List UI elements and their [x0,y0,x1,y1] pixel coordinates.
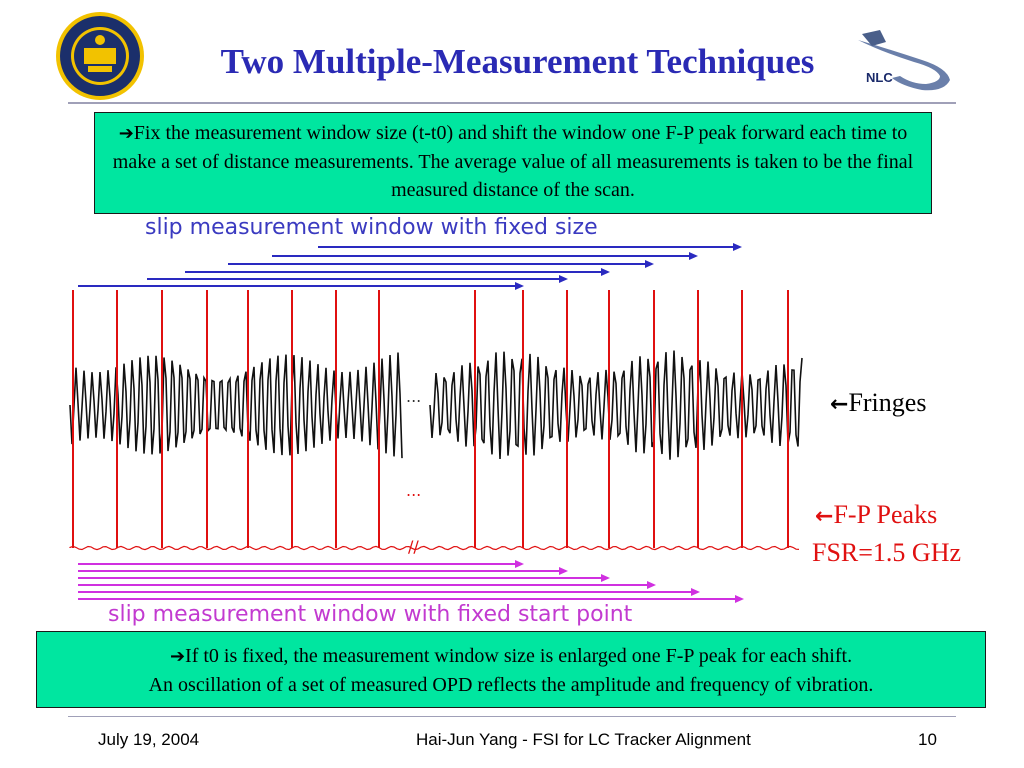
footer-divider [68,716,956,717]
footer-page-number: 10 [918,730,937,749]
right-arrow-icon: ➔ [118,123,134,144]
fixed-size-window-arrows [78,243,742,290]
fsr-label: FSR=1.5 GHz [812,538,962,567]
gap-mark-peaks: ... [406,481,421,500]
arrowhead [601,574,610,582]
slide-title: Two Multiple-Measurement Techniques [220,42,815,81]
university-seal-logo [56,12,144,100]
fringes-label: Fringes [848,388,927,417]
top-box-text: Fix the measurement window size (t-t0) a… [112,122,914,201]
slip-fixed-size-label: slip measurement window with fixed size [145,215,598,240]
arrowhead [647,581,656,589]
arrowhead [735,595,744,603]
gap-mark-break: // [408,537,419,556]
arrowhead [601,268,610,276]
fp-peaks-label-group: ←F-P Peaks [815,500,937,530]
nlc-logo-text: NLC [866,70,893,85]
arrowhead [559,567,568,575]
bottom-box-line-2: An oscillation of a set of measured OPD … [148,674,874,696]
arrowhead [515,560,524,568]
fp-peaks-label: F-P Peaks [833,500,938,529]
arrowhead [689,252,698,260]
bottom-box-line-1-text: If t0 is fixed, the measurement window s… [185,645,853,667]
fringe-trace-right [429,350,803,460]
footer-date: July 19, 2004 [98,730,200,749]
bottom-box-line-1: ➔If t0 is fixed, the measurement window … [45,642,977,671]
nlc-logo: NLC [858,30,950,91]
fringe-trace-left [69,352,403,459]
arrowhead [515,282,524,290]
fringe-signal [69,350,803,460]
fringes-label-group: ←Fringes [830,388,926,418]
arrowhead [691,588,700,596]
fixed-start-window-arrows [78,560,744,603]
arrowhead [559,275,568,283]
bottom-text-box: ➔If t0 is fixed, the measurement window … [36,631,986,708]
title-divider [68,102,956,104]
left-arrow-icon: ← [830,392,849,417]
left-arrow-icon: ← [815,504,834,529]
footer-presenter: Hai-Jun Yang - FSI for LC Tracker Alignm… [416,730,751,749]
peaks-baseline [69,545,800,551]
fp-peaks-signal [69,290,800,551]
right-arrow-icon: ➔ [169,646,186,667]
slip-fixed-start-label: slip measurement window with fixed start… [108,602,633,627]
top-text-box: ➔Fix the measurement window size (t-t0) … [94,112,932,214]
arrowhead [733,243,742,251]
arrowhead [645,260,654,268]
gap-mark-fringes: ... [406,387,421,406]
